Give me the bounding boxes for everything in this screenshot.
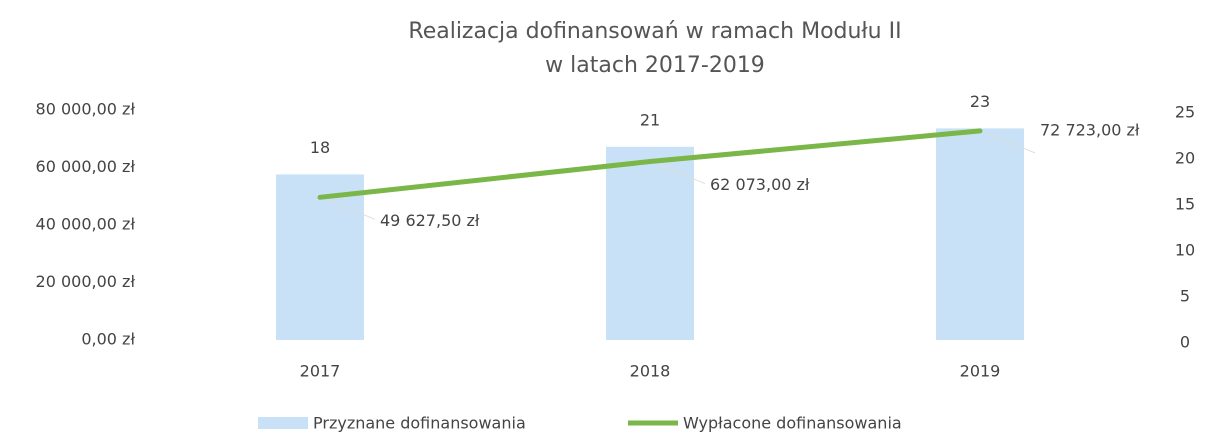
y-tick-label: 20 000,00 zł [36, 272, 136, 291]
x-tick-label: 2018 [630, 362, 671, 381]
chart-title: Realizacja dofinansowań w ramach Modułu … [408, 19, 901, 44]
y2-tick-label: 20 [1175, 149, 1195, 168]
bar [936, 128, 1024, 340]
legend-swatch [258, 417, 308, 429]
leader-line [657, 164, 706, 185]
y-tick-label: 0,00 zł [81, 330, 135, 349]
x-tick-label: 2019 [960, 362, 1001, 381]
y2-tick-label: 0 [1180, 333, 1190, 352]
bar-value-label: 18 [310, 138, 330, 157]
y-tick-label: 40 000,00 zł [36, 215, 136, 234]
y2-tick-label: 10 [1175, 241, 1195, 260]
bar-value-label: 23 [970, 92, 990, 111]
bar [276, 174, 364, 340]
y-tick-label: 80 000,00 zł [36, 100, 136, 119]
line-value-label: 49 627,50 zł [380, 211, 480, 230]
legend-label: Przyznane dofinansowania [313, 414, 526, 433]
bar-value-label: 21 [640, 110, 660, 129]
line-value-label: 62 073,00 zł [710, 175, 810, 194]
leader-line [327, 199, 376, 220]
leader-line [987, 133, 1036, 154]
bar [606, 146, 694, 340]
y2-tick-label: 25 [1175, 103, 1195, 122]
y2-tick-label: 5 [1180, 287, 1190, 306]
x-tick-label: 2017 [300, 362, 341, 381]
y2-tick-label: 15 [1175, 195, 1195, 214]
line-value-label: 72 723,00 zł [1040, 120, 1140, 139]
chart-subtitle: w latach 2017-2019 [545, 53, 765, 78]
legend-label: Wypłacone dofinansowania [683, 414, 902, 433]
line [317, 128, 983, 200]
y-tick-label: 60 000,00 zł [36, 157, 136, 176]
